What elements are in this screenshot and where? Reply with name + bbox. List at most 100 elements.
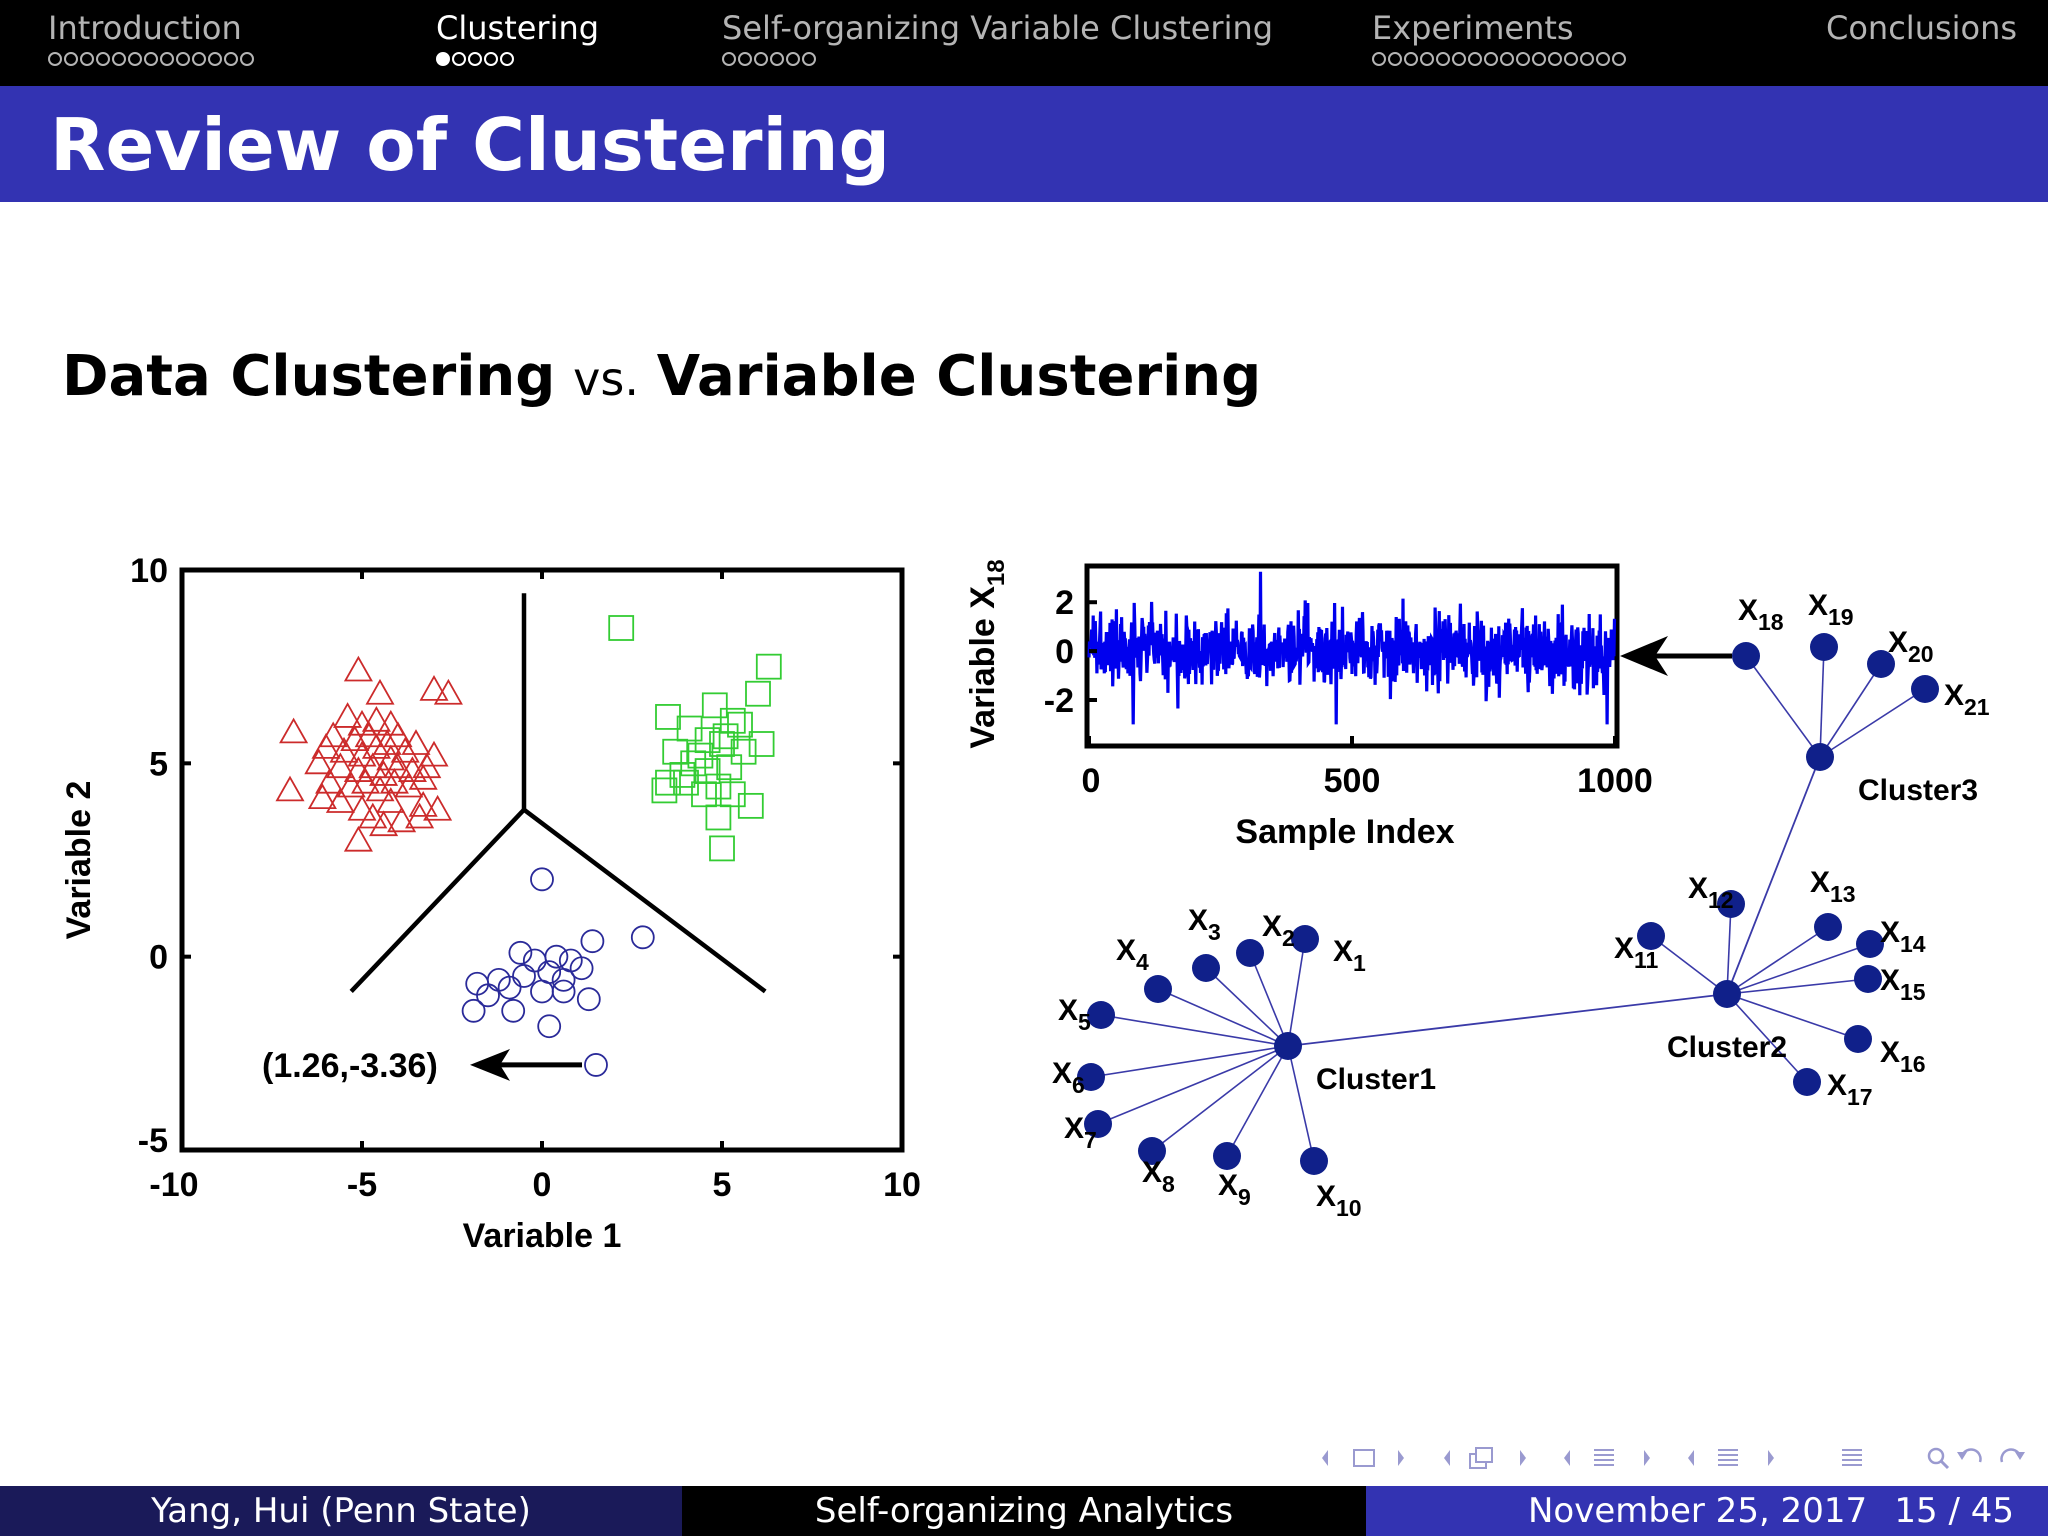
frame-icon[interactable] bbox=[1353, 1449, 1375, 1467]
nav-section-title[interactable]: Experiments bbox=[1372, 9, 1574, 47]
nav-section-title[interactable]: Conclusions bbox=[1826, 9, 2018, 47]
redo-arc bbox=[2000, 1448, 2022, 1463]
nav-frame-dot[interactable] bbox=[1548, 52, 1562, 66]
series-ticks: 0 500 1000 2 0 -2 bbox=[1044, 584, 1653, 800]
nav-frame-dot[interactable] bbox=[80, 52, 94, 66]
nav-frame-dot[interactable] bbox=[1516, 52, 1530, 66]
nav-frame-dot[interactable] bbox=[1468, 52, 1482, 66]
variable-label-sub: 15 bbox=[1900, 979, 1926, 1005]
nav-frame-dot[interactable] bbox=[436, 52, 450, 66]
nav-frame-dot[interactable] bbox=[1404, 52, 1418, 66]
nav-frame-dot[interactable] bbox=[48, 52, 62, 66]
nav-frame-dot[interactable] bbox=[1500, 52, 1514, 66]
document-icon[interactable] bbox=[1718, 1449, 1738, 1466]
nav-frame-dot[interactable] bbox=[484, 52, 498, 66]
circle-point bbox=[497, 975, 522, 1000]
nav-frame-dot[interactable] bbox=[144, 52, 158, 66]
variable-label-sub: 3 bbox=[1208, 919, 1221, 945]
square-point bbox=[608, 615, 635, 641]
subsection-icon[interactable] bbox=[1469, 1447, 1493, 1469]
align-icon[interactable] bbox=[1842, 1449, 1862, 1466]
nav-frame-dots[interactable] bbox=[48, 52, 254, 66]
nav-frame-dots[interactable] bbox=[436, 52, 599, 66]
section-icon[interactable] bbox=[1594, 1449, 1614, 1466]
arrow-left-icon[interactable] bbox=[1688, 1450, 1694, 1466]
nav-frame-dot[interactable] bbox=[1372, 52, 1386, 66]
nav-frame-dot[interactable] bbox=[468, 52, 482, 66]
nav-frame-dot[interactable] bbox=[1612, 52, 1626, 66]
footer-date: November 25, 2017 bbox=[1528, 1491, 1868, 1531]
variable-link bbox=[1819, 688, 1926, 758]
variable-link bbox=[1726, 943, 1871, 995]
nav-frame-dot[interactable] bbox=[1388, 52, 1402, 66]
nav-frame-dot[interactable] bbox=[1596, 52, 1610, 66]
nav-frame-dot[interactable] bbox=[1452, 52, 1466, 66]
nav-frame-dot[interactable] bbox=[786, 52, 800, 66]
nav-section-self-organizing[interactable]: Self-organizing Variable Clustering bbox=[722, 8, 1273, 66]
search-icon[interactable] bbox=[1927, 1447, 1950, 1470]
square-point bbox=[669, 762, 696, 788]
arrow-left-icon[interactable] bbox=[1322, 1450, 1328, 1466]
nav-frame-dot[interactable] bbox=[128, 52, 142, 66]
nav-section-title[interactable]: Clustering bbox=[436, 9, 600, 47]
variable-label-main: X bbox=[1058, 994, 1078, 1027]
nav-frame-dot[interactable] bbox=[738, 52, 752, 66]
arrow-right-icon[interactable] bbox=[1768, 1450, 1774, 1466]
nav-frame-dot[interactable] bbox=[1580, 52, 1594, 66]
nav-frame-dot[interactable] bbox=[224, 52, 238, 66]
variable-label: X5 bbox=[1058, 994, 1091, 1035]
nav-frame-dot[interactable] bbox=[1532, 52, 1546, 66]
variable-label-main: X bbox=[1944, 679, 1964, 712]
arrow-left-icon[interactable] bbox=[1444, 1450, 1450, 1466]
variable-link bbox=[1226, 1045, 1289, 1157]
nav-frame-dot[interactable] bbox=[1484, 52, 1498, 66]
nav-section-clustering[interactable]: Clustering bbox=[436, 8, 599, 66]
undo-icon[interactable] bbox=[1957, 1448, 1982, 1463]
frame-title-bar: Review of Clustering bbox=[0, 86, 2048, 202]
arrow-right-icon[interactable] bbox=[1644, 1450, 1650, 1466]
square-point bbox=[694, 727, 721, 754]
nav-frame-dot[interactable] bbox=[500, 52, 514, 66]
redo-icon[interactable] bbox=[2000, 1448, 2025, 1463]
nav-frame-dot[interactable] bbox=[240, 52, 254, 66]
series-y-axis-label-sub: 18 bbox=[983, 559, 1010, 586]
variable-link bbox=[1819, 663, 1882, 758]
footer-title: Self-organizing Analytics bbox=[682, 1486, 1366, 1536]
arrow-left-icon[interactable] bbox=[1564, 1450, 1570, 1466]
nav-section-title[interactable]: Introduction bbox=[48, 9, 242, 47]
variable-link bbox=[1287, 938, 1306, 1047]
nav-frame-dot[interactable] bbox=[176, 52, 190, 66]
triangle-point bbox=[379, 767, 409, 794]
arrow-right-icon[interactable] bbox=[1398, 1450, 1404, 1466]
nav-frame-dots[interactable] bbox=[1372, 52, 1626, 66]
nav-frame-dot[interactable] bbox=[722, 52, 736, 66]
nav-frame-dot[interactable] bbox=[160, 52, 174, 66]
nav-frame-dot[interactable] bbox=[96, 52, 110, 66]
nav-frame-dot[interactable] bbox=[452, 52, 466, 66]
nav-frame-dot[interactable] bbox=[192, 52, 206, 66]
nav-section-conclusions[interactable]: Conclusions bbox=[1826, 8, 2017, 48]
nav-frame-dot[interactable] bbox=[208, 52, 222, 66]
nav-section-title[interactable]: Self-organizing Variable Clustering bbox=[722, 9, 1274, 47]
x-tick-label: 0 bbox=[533, 1166, 552, 1204]
arrow-right-icon[interactable] bbox=[1520, 1450, 1526, 1466]
nav-frame-dot[interactable] bbox=[64, 52, 78, 66]
nav-frame-dot[interactable] bbox=[802, 52, 816, 66]
nav-section-introduction[interactable]: Introduction bbox=[48, 8, 254, 66]
variable-label: X20 bbox=[1888, 626, 1934, 667]
nav-frame-dot[interactable] bbox=[112, 52, 126, 66]
arrow-right-shape bbox=[1768, 1450, 1774, 1466]
variable-label-main: X bbox=[1188, 904, 1208, 937]
nav-frame-dot[interactable] bbox=[1436, 52, 1450, 66]
nav-frame-dot[interactable] bbox=[770, 52, 784, 66]
variable-node bbox=[1844, 1025, 1872, 1053]
x-tick-label: 5 bbox=[713, 1166, 732, 1204]
nav-frame-dots[interactable] bbox=[722, 52, 1273, 66]
x-tick-label: 0 bbox=[1082, 762, 1101, 800]
nav-frame-dot[interactable] bbox=[754, 52, 768, 66]
nav-frame-dot[interactable] bbox=[1564, 52, 1578, 66]
nav-frame-dot[interactable] bbox=[1420, 52, 1434, 66]
nav-section-experiments[interactable]: Experiments bbox=[1372, 8, 1626, 66]
series-y-axis-label-main: Variable X bbox=[964, 586, 1002, 749]
